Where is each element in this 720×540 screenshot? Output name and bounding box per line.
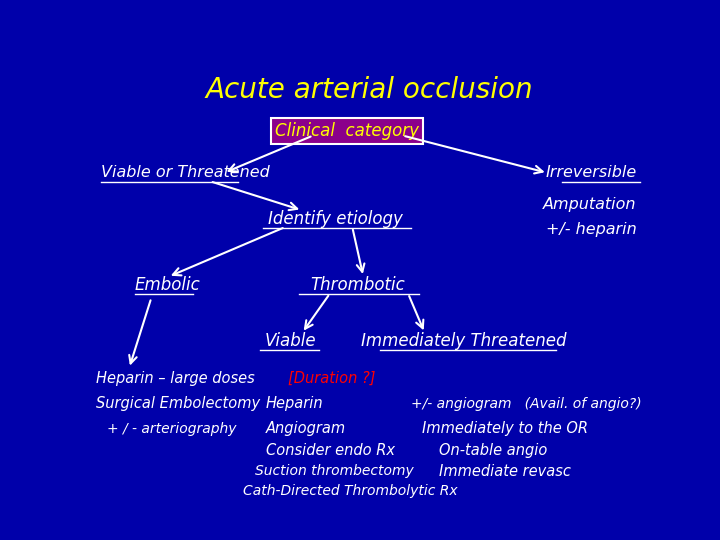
Text: Viable or Threatened: Viable or Threatened — [101, 165, 270, 180]
Text: Angiogram: Angiogram — [266, 421, 346, 436]
Text: Suction thrombectomy: Suction thrombectomy — [255, 464, 413, 478]
Text: +/- angiogram   (Avail. of angio?): +/- angiogram (Avail. of angio?) — [411, 397, 642, 411]
Text: Consider endo Rx: Consider endo Rx — [266, 443, 395, 458]
Text: Immediately Threatened: Immediately Threatened — [361, 332, 567, 350]
Text: Viable: Viable — [265, 332, 317, 350]
Text: Immediately to the OR: Immediately to the OR — [422, 421, 588, 436]
Text: Immediate revasc: Immediate revasc — [438, 464, 571, 479]
Text: Amputation: Amputation — [544, 197, 637, 212]
Text: Clinical  category: Clinical category — [275, 123, 419, 140]
Text: Heparin: Heparin — [266, 396, 323, 411]
Text: Irreversible: Irreversible — [546, 165, 637, 180]
Text: On-table angio: On-table angio — [438, 443, 547, 458]
Text: Acute arterial occlusion: Acute arterial occlusion — [205, 76, 533, 104]
Text: Surgical Embolectomy: Surgical Embolectomy — [96, 396, 260, 411]
Text: [Duration ?]: [Duration ?] — [288, 371, 376, 386]
Text: Thrombotic: Thrombotic — [310, 276, 405, 294]
Text: Heparin – large doses: Heparin – large doses — [96, 371, 254, 386]
Text: + / - arteriography: + / - arteriography — [107, 422, 236, 436]
Text: Cath-Directed Thrombolytic Rx: Cath-Directed Thrombolytic Rx — [243, 484, 458, 498]
Text: +/- heparin: +/- heparin — [546, 221, 637, 237]
Text: Identify etiology: Identify etiology — [268, 210, 403, 228]
Text: Embolic: Embolic — [135, 276, 200, 294]
